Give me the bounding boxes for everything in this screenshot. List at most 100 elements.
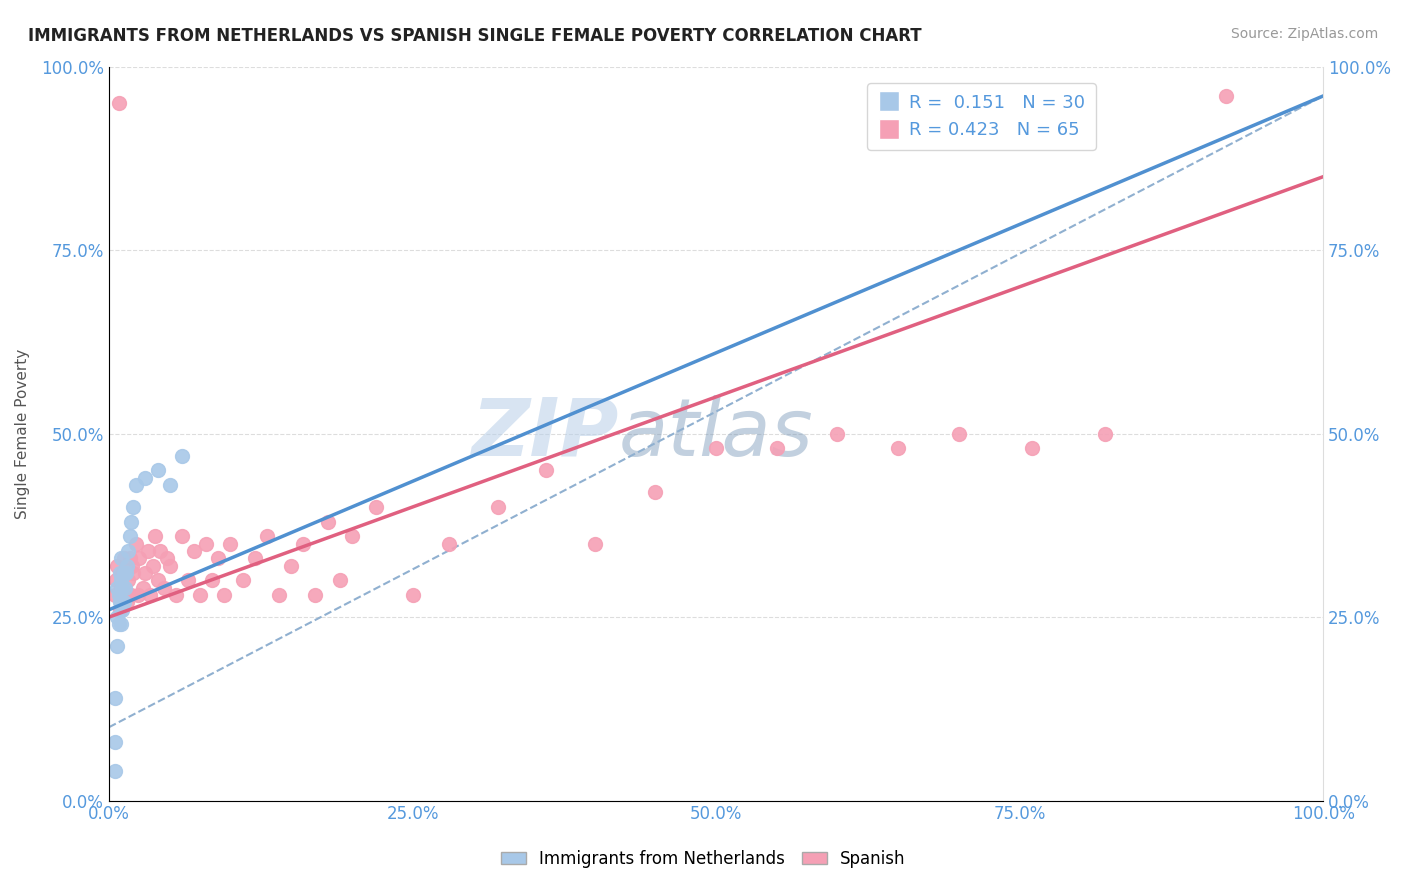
Point <box>292 537 315 551</box>
Point <box>104 764 127 779</box>
Point <box>170 529 193 543</box>
Point <box>121 558 143 573</box>
Point <box>117 574 139 588</box>
Point <box>108 595 131 609</box>
Point <box>104 588 127 602</box>
Point <box>117 544 139 558</box>
Point <box>207 551 229 566</box>
Point <box>112 566 135 580</box>
Point <box>107 588 129 602</box>
Point <box>139 588 162 602</box>
Point <box>948 426 970 441</box>
Point <box>112 551 135 566</box>
Point <box>122 566 145 580</box>
Point <box>107 581 129 595</box>
Point <box>118 551 141 566</box>
Point <box>437 537 460 551</box>
Point <box>280 558 302 573</box>
Point <box>827 426 849 441</box>
Point <box>1094 426 1116 441</box>
Point <box>159 558 181 573</box>
Point <box>110 595 132 609</box>
Point <box>644 485 666 500</box>
Point <box>110 581 132 595</box>
Point <box>152 581 174 595</box>
Point <box>583 537 606 551</box>
Point <box>142 558 165 573</box>
Point <box>108 603 131 617</box>
Legend: Immigrants from Netherlands, Spanish: Immigrants from Netherlands, Spanish <box>494 844 912 875</box>
Text: ZIP: ZIP <box>471 394 619 473</box>
Point <box>146 463 169 477</box>
Y-axis label: Single Female Poverty: Single Female Poverty <box>15 349 30 519</box>
Point <box>214 588 236 602</box>
Point <box>110 551 132 566</box>
Point <box>183 544 205 558</box>
Point <box>887 442 910 456</box>
Point <box>115 595 138 609</box>
Point <box>256 529 278 543</box>
Point <box>195 537 218 551</box>
Point <box>156 551 179 566</box>
Point <box>118 529 141 543</box>
Text: atlas: atlas <box>619 394 814 473</box>
Point <box>401 588 423 602</box>
Point <box>704 442 727 456</box>
Point <box>111 603 134 617</box>
Point <box>112 595 135 609</box>
Point <box>1021 442 1043 456</box>
Point <box>134 566 156 580</box>
Point <box>114 588 136 602</box>
Text: Source: ZipAtlas.com: Source: ZipAtlas.com <box>1230 27 1378 41</box>
Point <box>364 500 387 514</box>
Point <box>188 588 211 602</box>
Point <box>127 588 149 602</box>
Point <box>329 574 352 588</box>
Point <box>120 588 142 602</box>
Text: IMMIGRANTS FROM NETHERLANDS VS SPANISH SINGLE FEMALE POVERTY CORRELATION CHART: IMMIGRANTS FROM NETHERLANDS VS SPANISH S… <box>28 27 922 45</box>
Point <box>122 500 145 514</box>
Point <box>115 566 138 580</box>
Point <box>104 735 127 749</box>
Point <box>115 566 138 580</box>
Point <box>107 640 129 654</box>
Point <box>136 544 159 558</box>
Point <box>201 574 224 588</box>
Point <box>534 463 557 477</box>
Point <box>107 617 129 632</box>
Point <box>120 515 142 529</box>
Point <box>165 588 187 602</box>
Point <box>243 551 266 566</box>
Point <box>177 574 200 588</box>
Point <box>108 566 131 580</box>
Point <box>134 470 156 484</box>
Point <box>159 478 181 492</box>
Point <box>132 581 155 595</box>
Point <box>219 537 242 551</box>
Point <box>115 558 138 573</box>
Point <box>231 574 253 588</box>
Point <box>486 500 509 514</box>
Point <box>125 537 148 551</box>
Point <box>107 610 129 624</box>
Point <box>105 574 128 588</box>
Point <box>107 96 129 111</box>
Point <box>104 690 127 705</box>
Point <box>267 588 290 602</box>
Point <box>114 581 136 595</box>
Point <box>128 551 150 566</box>
Point <box>170 449 193 463</box>
Point <box>111 581 134 595</box>
Point <box>143 529 166 543</box>
Point <box>107 558 129 573</box>
Point <box>765 442 787 456</box>
Point <box>110 574 132 588</box>
Point <box>1215 89 1237 103</box>
Point <box>340 529 363 543</box>
Point <box>146 574 169 588</box>
Point <box>125 478 148 492</box>
Point <box>149 544 172 558</box>
Point <box>316 515 339 529</box>
Point <box>111 566 134 580</box>
Point <box>110 617 132 632</box>
